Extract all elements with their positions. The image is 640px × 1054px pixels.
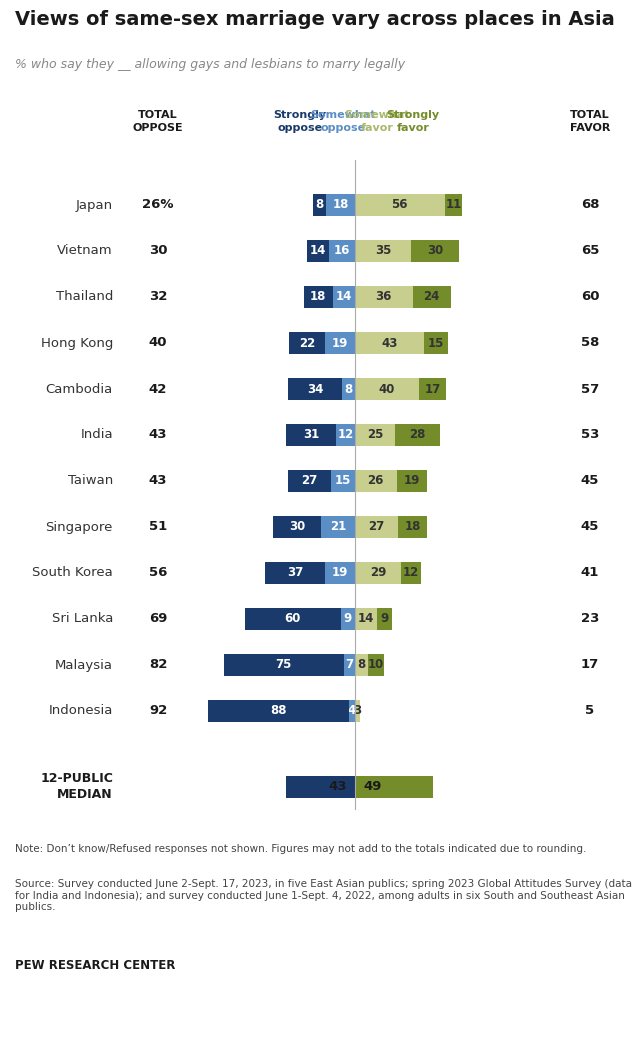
Text: 14: 14 [310,245,326,257]
Text: Note: Don’t know/Refused responses not shown. Figures may not add to the totals : Note: Don’t know/Refused responses not s… [15,844,586,854]
Text: 4: 4 [348,704,356,718]
Text: Malaysia: Malaysia [55,659,113,671]
Text: Somewhat
favor: Somewhat favor [344,111,410,133]
Text: 30: 30 [427,245,443,257]
Text: 30: 30 [148,245,167,257]
Text: 41: 41 [581,566,599,580]
Text: 12-PUBLIC
MEDIAN: 12-PUBLIC MEDIAN [40,773,113,801]
Text: 34: 34 [307,383,323,395]
Text: Source: Survey conducted June 2-Sept. 17, 2023, in five East Asian publics; spri: Source: Survey conducted June 2-Sept. 17… [15,879,632,912]
Text: 16: 16 [334,245,350,257]
Text: Strongly
favor: Strongly favor [387,111,440,133]
Text: Strongly
oppose: Strongly oppose [273,111,326,133]
Text: Thailand: Thailand [56,291,113,304]
Text: 14: 14 [335,291,352,304]
Text: Somewhat
oppose: Somewhat oppose [310,111,376,133]
Text: 26%: 26% [142,198,173,212]
Text: 19: 19 [332,566,348,580]
Text: 23: 23 [581,612,599,625]
Text: 92: 92 [149,704,167,718]
Text: Japan: Japan [76,198,113,212]
Text: 88: 88 [270,704,287,718]
Text: 8: 8 [316,198,324,212]
Text: 43: 43 [148,429,167,442]
Text: 56: 56 [392,198,408,212]
Text: Views of same-sex marriage vary across places in Asia: Views of same-sex marriage vary across p… [15,9,615,30]
Text: 43: 43 [328,781,347,794]
Text: South Korea: South Korea [32,566,113,580]
Text: 65: 65 [581,245,599,257]
Text: 5: 5 [586,704,595,718]
Text: 9: 9 [344,612,352,625]
Text: 53: 53 [581,429,599,442]
Text: 12: 12 [403,566,419,580]
Text: 43: 43 [148,474,167,488]
Text: Vietnam: Vietnam [58,245,113,257]
Text: 40: 40 [379,383,395,395]
Text: 24: 24 [424,291,440,304]
Text: 45: 45 [581,521,599,533]
Text: 35: 35 [375,245,391,257]
Text: 8: 8 [344,383,353,395]
Text: Sri Lanka: Sri Lanka [52,612,113,625]
Text: 17: 17 [581,659,599,671]
Text: 17: 17 [424,383,441,395]
Text: 82: 82 [149,659,167,671]
Text: Cambodia: Cambodia [45,383,113,395]
Text: 30: 30 [289,521,305,533]
Text: Singapore: Singapore [45,521,113,533]
Text: 31: 31 [303,429,319,442]
Text: 27: 27 [369,521,385,533]
Text: 42: 42 [149,383,167,395]
Text: 51: 51 [149,521,167,533]
Text: 26: 26 [367,474,384,488]
Text: 60: 60 [284,612,301,625]
Text: 49: 49 [363,781,381,794]
Text: 69: 69 [149,612,167,625]
Text: Indonesia: Indonesia [49,704,113,718]
Text: 19: 19 [332,336,348,350]
Text: 36: 36 [376,291,392,304]
Text: 56: 56 [149,566,167,580]
Text: 9: 9 [380,612,388,625]
Text: 15: 15 [428,336,444,350]
Text: 11: 11 [445,198,461,212]
Text: 57: 57 [581,383,599,395]
Text: 10: 10 [367,659,384,671]
Text: 37: 37 [287,566,303,580]
Text: 28: 28 [409,429,426,442]
Text: 21: 21 [330,521,346,533]
Text: India: India [81,429,113,442]
Text: TOTAL
FAVOR: TOTAL FAVOR [570,111,610,133]
Text: 27: 27 [301,474,317,488]
Text: 43: 43 [381,336,397,350]
Text: 29: 29 [370,566,387,580]
Text: 22: 22 [299,336,315,350]
Text: 14: 14 [358,612,374,625]
Text: 7: 7 [346,659,353,671]
Text: 8: 8 [357,659,365,671]
Text: Hong Kong: Hong Kong [40,336,113,350]
Text: 12: 12 [337,429,353,442]
Text: 15: 15 [335,474,351,488]
Text: 75: 75 [276,659,292,671]
Text: 32: 32 [149,291,167,304]
Text: PEW RESEARCH CENTER: PEW RESEARCH CENTER [15,959,175,972]
Text: 3: 3 [353,704,362,718]
Text: % who say they __ allowing gays and lesbians to marry legally: % who say they __ allowing gays and lesb… [15,58,405,71]
Text: 25: 25 [367,429,383,442]
Text: 68: 68 [580,198,599,212]
Text: TOTAL
OPPOSE: TOTAL OPPOSE [132,111,183,133]
Text: 40: 40 [148,336,167,350]
Text: 18: 18 [404,521,420,533]
Text: 18: 18 [310,291,326,304]
Text: 45: 45 [581,474,599,488]
Text: 60: 60 [580,291,599,304]
Text: 18: 18 [332,198,349,212]
Text: Taiwan: Taiwan [68,474,113,488]
Text: 58: 58 [581,336,599,350]
Text: 19: 19 [404,474,420,488]
